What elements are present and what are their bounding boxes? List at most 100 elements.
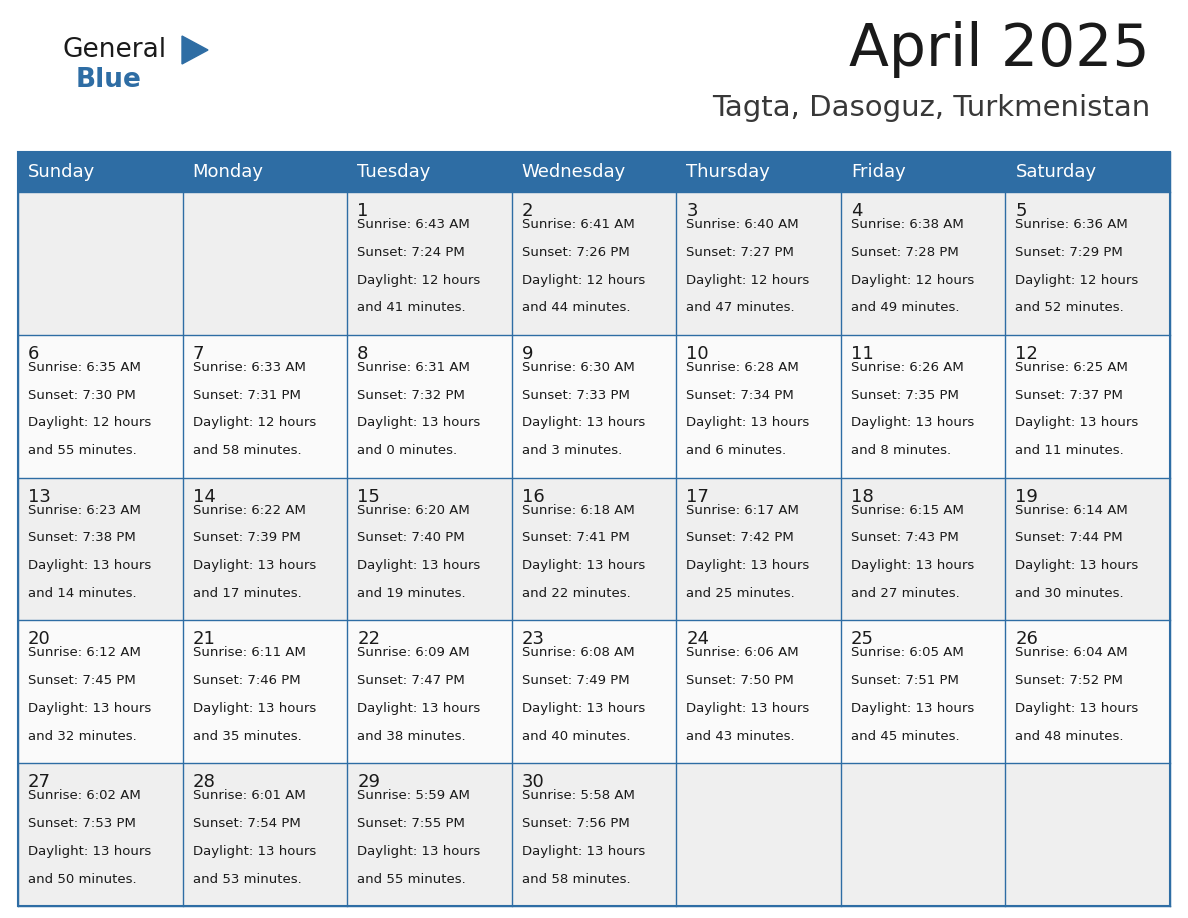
Text: Daylight: 12 hours: Daylight: 12 hours — [29, 417, 151, 430]
Text: Sunset: 7:43 PM: Sunset: 7:43 PM — [851, 532, 959, 544]
Text: Thursday: Thursday — [687, 163, 770, 181]
Text: April 2025: April 2025 — [849, 21, 1150, 79]
Text: Daylight: 13 hours: Daylight: 13 hours — [192, 702, 316, 715]
Bar — [18, 152, 1170, 906]
Text: and 14 minutes.: and 14 minutes. — [29, 587, 137, 600]
Text: Sunrise: 5:58 AM: Sunrise: 5:58 AM — [522, 789, 634, 802]
Text: Sunset: 7:32 PM: Sunset: 7:32 PM — [358, 388, 465, 401]
Text: Daylight: 13 hours: Daylight: 13 hours — [851, 417, 974, 430]
Text: Daylight: 13 hours: Daylight: 13 hours — [1016, 417, 1138, 430]
Text: Sunrise: 6:36 AM: Sunrise: 6:36 AM — [1016, 218, 1129, 231]
Text: Daylight: 13 hours: Daylight: 13 hours — [522, 845, 645, 857]
Text: Sunrise: 6:41 AM: Sunrise: 6:41 AM — [522, 218, 634, 231]
Text: Daylight: 13 hours: Daylight: 13 hours — [851, 702, 974, 715]
Text: Sunday: Sunday — [29, 163, 95, 181]
Text: 15: 15 — [358, 487, 380, 506]
Text: 3: 3 — [687, 202, 697, 220]
Text: Daylight: 13 hours: Daylight: 13 hours — [522, 702, 645, 715]
Bar — [18, 192, 1170, 335]
Text: Daylight: 13 hours: Daylight: 13 hours — [1016, 702, 1138, 715]
Text: Wednesday: Wednesday — [522, 163, 626, 181]
Text: Daylight: 12 hours: Daylight: 12 hours — [522, 274, 645, 286]
Polygon shape — [182, 36, 208, 64]
Text: and 30 minutes.: and 30 minutes. — [1016, 587, 1124, 600]
Text: Sunset: 7:51 PM: Sunset: 7:51 PM — [851, 674, 959, 688]
Text: Sunrise: 6:43 AM: Sunrise: 6:43 AM — [358, 218, 470, 231]
Text: Sunset: 7:38 PM: Sunset: 7:38 PM — [29, 532, 135, 544]
Text: 7: 7 — [192, 345, 204, 363]
Bar — [18, 335, 1170, 477]
Text: Sunset: 7:50 PM: Sunset: 7:50 PM — [687, 674, 794, 688]
Text: Sunrise: 6:14 AM: Sunrise: 6:14 AM — [1016, 504, 1129, 517]
Text: and 48 minutes.: and 48 minutes. — [1016, 730, 1124, 743]
Text: 9: 9 — [522, 345, 533, 363]
Text: Sunrise: 6:01 AM: Sunrise: 6:01 AM — [192, 789, 305, 802]
Text: and 6 minutes.: and 6 minutes. — [687, 444, 786, 457]
Text: 21: 21 — [192, 631, 215, 648]
Text: 1: 1 — [358, 202, 368, 220]
Text: Daylight: 12 hours: Daylight: 12 hours — [851, 274, 974, 286]
Text: and 27 minutes.: and 27 minutes. — [851, 587, 960, 600]
Text: Sunrise: 6:30 AM: Sunrise: 6:30 AM — [522, 361, 634, 374]
Text: and 0 minutes.: and 0 minutes. — [358, 444, 457, 457]
Text: Sunrise: 6:04 AM: Sunrise: 6:04 AM — [1016, 646, 1129, 659]
Text: Sunset: 7:56 PM: Sunset: 7:56 PM — [522, 817, 630, 830]
Text: Sunset: 7:55 PM: Sunset: 7:55 PM — [358, 817, 465, 830]
Text: 12: 12 — [1016, 345, 1038, 363]
Text: 2: 2 — [522, 202, 533, 220]
Text: 28: 28 — [192, 773, 215, 791]
Text: Sunset: 7:49 PM: Sunset: 7:49 PM — [522, 674, 630, 688]
Text: Blue: Blue — [76, 67, 141, 93]
Text: Sunrise: 6:15 AM: Sunrise: 6:15 AM — [851, 504, 963, 517]
Text: Sunset: 7:46 PM: Sunset: 7:46 PM — [192, 674, 301, 688]
Text: Sunrise: 6:05 AM: Sunrise: 6:05 AM — [851, 646, 963, 659]
Text: and 49 minutes.: and 49 minutes. — [851, 301, 960, 315]
Text: Sunrise: 6:35 AM: Sunrise: 6:35 AM — [29, 361, 141, 374]
Text: Sunset: 7:39 PM: Sunset: 7:39 PM — [192, 532, 301, 544]
Text: Sunrise: 6:22 AM: Sunrise: 6:22 AM — [192, 504, 305, 517]
Text: Daylight: 12 hours: Daylight: 12 hours — [358, 274, 480, 286]
Text: Sunrise: 6:17 AM: Sunrise: 6:17 AM — [687, 504, 800, 517]
Text: Daylight: 13 hours: Daylight: 13 hours — [522, 559, 645, 572]
Text: Saturday: Saturday — [1016, 163, 1097, 181]
Text: Sunset: 7:42 PM: Sunset: 7:42 PM — [687, 532, 794, 544]
Text: Friday: Friday — [851, 163, 905, 181]
Text: Sunrise: 6:18 AM: Sunrise: 6:18 AM — [522, 504, 634, 517]
Text: and 50 minutes.: and 50 minutes. — [29, 873, 137, 886]
Text: Sunset: 7:29 PM: Sunset: 7:29 PM — [1016, 246, 1123, 259]
Text: Sunrise: 6:33 AM: Sunrise: 6:33 AM — [192, 361, 305, 374]
Text: and 53 minutes.: and 53 minutes. — [192, 873, 302, 886]
Text: Daylight: 12 hours: Daylight: 12 hours — [192, 417, 316, 430]
Text: Daylight: 13 hours: Daylight: 13 hours — [358, 845, 480, 857]
Text: Sunrise: 6:38 AM: Sunrise: 6:38 AM — [851, 218, 963, 231]
Text: 8: 8 — [358, 345, 368, 363]
Text: 18: 18 — [851, 487, 873, 506]
Text: General: General — [62, 37, 166, 63]
Text: Daylight: 13 hours: Daylight: 13 hours — [192, 845, 316, 857]
Text: Sunrise: 6:23 AM: Sunrise: 6:23 AM — [29, 504, 141, 517]
Text: Sunrise: 6:28 AM: Sunrise: 6:28 AM — [687, 361, 800, 374]
Text: Sunset: 7:53 PM: Sunset: 7:53 PM — [29, 817, 135, 830]
Text: 23: 23 — [522, 631, 545, 648]
Text: 25: 25 — [851, 631, 874, 648]
Text: Sunset: 7:33 PM: Sunset: 7:33 PM — [522, 388, 630, 401]
Text: Monday: Monday — [192, 163, 264, 181]
Text: Sunset: 7:34 PM: Sunset: 7:34 PM — [687, 388, 794, 401]
Text: 22: 22 — [358, 631, 380, 648]
Text: Sunset: 7:52 PM: Sunset: 7:52 PM — [1016, 674, 1124, 688]
Text: 27: 27 — [29, 773, 51, 791]
Text: Daylight: 13 hours: Daylight: 13 hours — [687, 702, 809, 715]
Text: 30: 30 — [522, 773, 544, 791]
Text: Daylight: 12 hours: Daylight: 12 hours — [1016, 274, 1138, 286]
Text: and 55 minutes.: and 55 minutes. — [29, 444, 137, 457]
Text: and 52 minutes.: and 52 minutes. — [1016, 301, 1124, 315]
Text: Sunset: 7:41 PM: Sunset: 7:41 PM — [522, 532, 630, 544]
Text: 20: 20 — [29, 631, 51, 648]
Text: Sunset: 7:40 PM: Sunset: 7:40 PM — [358, 532, 465, 544]
Text: Sunset: 7:28 PM: Sunset: 7:28 PM — [851, 246, 959, 259]
Text: Sunrise: 6:40 AM: Sunrise: 6:40 AM — [687, 218, 798, 231]
Text: 26: 26 — [1016, 631, 1038, 648]
Text: Sunrise: 6:31 AM: Sunrise: 6:31 AM — [358, 361, 470, 374]
Text: Daylight: 13 hours: Daylight: 13 hours — [687, 417, 809, 430]
Text: Daylight: 12 hours: Daylight: 12 hours — [687, 274, 809, 286]
